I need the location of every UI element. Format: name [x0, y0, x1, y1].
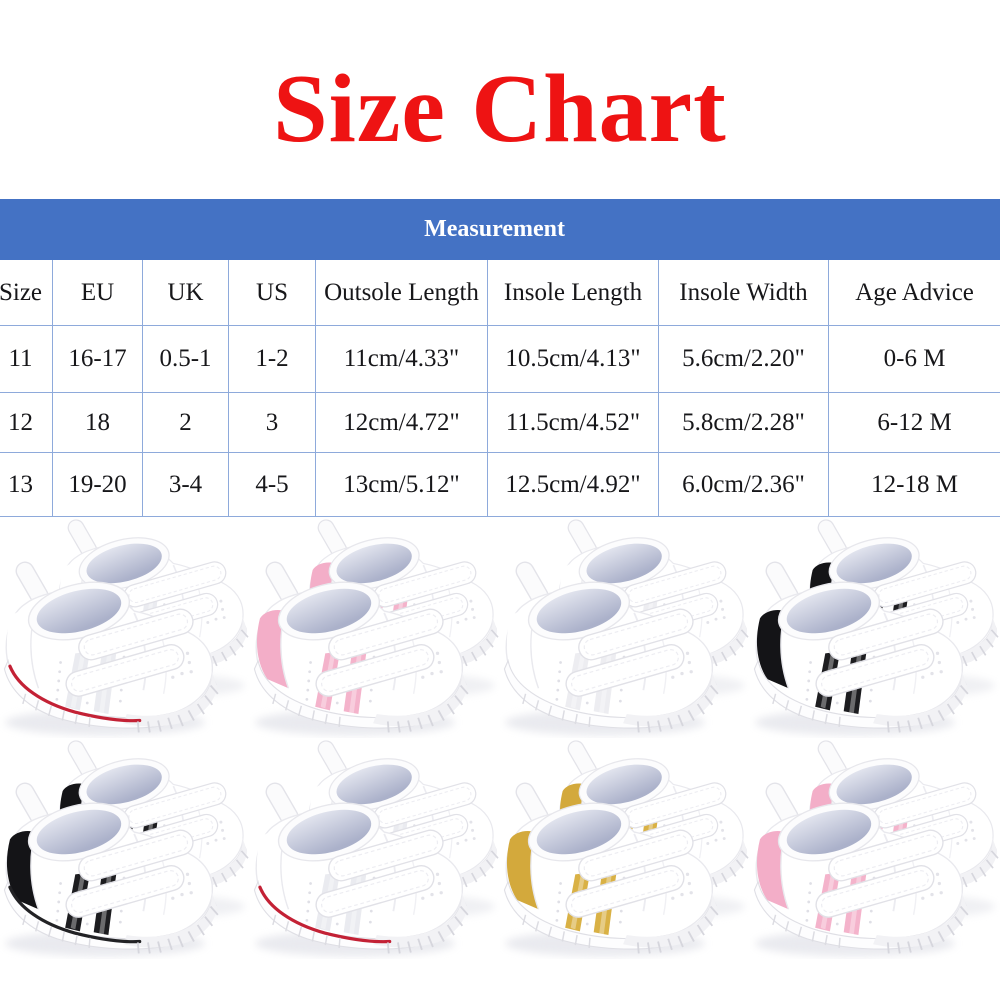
cell-eu: 18 — [52, 392, 143, 453]
product-photo-pink-2 — [750, 738, 1000, 959]
column-header-age-advice: Age Advice — [827, 259, 1000, 326]
product-photo-all-white — [500, 517, 750, 738]
product-photo-gold — [500, 738, 750, 959]
shoe-pair-illustration — [752, 738, 1000, 957]
cell-us: 4-5 — [228, 452, 316, 517]
cell-outsole: 12cm/4.72" — [315, 392, 488, 453]
table-title-measurement: Measurement — [0, 199, 1000, 260]
shoe-pair-illustration — [752, 517, 1000, 736]
cell-insole-length: 10.5cm/4.13" — [487, 325, 659, 393]
cell-age: 6-12 M — [827, 392, 1000, 453]
cell-insole-width: 6.0cm/2.36" — [658, 452, 829, 517]
column-header-outsole-length: Outsole Length — [315, 259, 488, 326]
column-header-eu: EU — [52, 259, 143, 326]
column-header-uk: UK — [142, 259, 229, 326]
column-header-size: Size — [0, 259, 53, 326]
shoe-pair-illustration — [2, 517, 250, 736]
shoe-pair-illustration — [502, 738, 750, 957]
cell-eu: 16-17 — [52, 325, 143, 393]
table-row: 13 19-20 3-4 4-5 13cm/5.12" 12.5cm/4.92"… — [0, 452, 1000, 517]
cell-outsole: 13cm/5.12" — [315, 452, 488, 517]
cell-insole-width: 5.8cm/2.28" — [658, 392, 829, 453]
cell-size: 12 — [0, 392, 53, 453]
table-row: 12 18 2 3 12cm/4.72" 11.5cm/4.52" 5.8cm/… — [0, 392, 1000, 453]
product-photo-black-2 — [0, 738, 250, 959]
shoe-pair-illustration — [502, 517, 750, 736]
cell-age: 0-6 M — [827, 325, 1000, 393]
cell-us: 3 — [228, 392, 316, 453]
measurement-table: Measurement Size EU UK US Outsole Length… — [0, 199, 1000, 517]
shoe-pair-illustration — [252, 738, 500, 957]
page-title: Size Chart — [273, 55, 727, 163]
cell-uk: 0.5-1 — [142, 325, 229, 393]
cell-uk: 3-4 — [142, 452, 229, 517]
cell-age: 12-18 M — [827, 452, 1000, 517]
product-photo-white-red-trim-2 — [250, 738, 500, 959]
cell-insole-length: 12.5cm/4.92" — [487, 452, 659, 517]
column-header-insole-width: Insole Width — [658, 259, 829, 326]
table-row: 11 16-17 0.5-1 1-2 11cm/4.33" 10.5cm/4.1… — [0, 325, 1000, 393]
measurement-table-wrap: Measurement Size EU UK US Outsole Length… — [0, 199, 1000, 517]
shoe-pair-illustration — [2, 738, 250, 957]
cell-uk: 2 — [142, 392, 229, 453]
product-photo-pink — [250, 517, 500, 738]
cell-outsole: 11cm/4.33" — [315, 325, 488, 393]
cell-size: 11 — [0, 325, 53, 393]
shoe-pair-illustration — [252, 517, 500, 736]
cell-size: 13 — [0, 452, 53, 517]
cell-eu: 19-20 — [52, 452, 143, 517]
product-photo-black — [750, 517, 1000, 738]
cell-insole-length: 11.5cm/4.52" — [487, 392, 659, 453]
product-photo-white-red-trim — [0, 517, 250, 738]
product-photo-grid — [0, 517, 1000, 959]
column-header-us: US — [228, 259, 316, 326]
cell-us: 1-2 — [228, 325, 316, 393]
cell-insole-width: 5.6cm/2.20" — [658, 325, 829, 393]
column-header-insole-length: Insole Length — [487, 259, 659, 326]
